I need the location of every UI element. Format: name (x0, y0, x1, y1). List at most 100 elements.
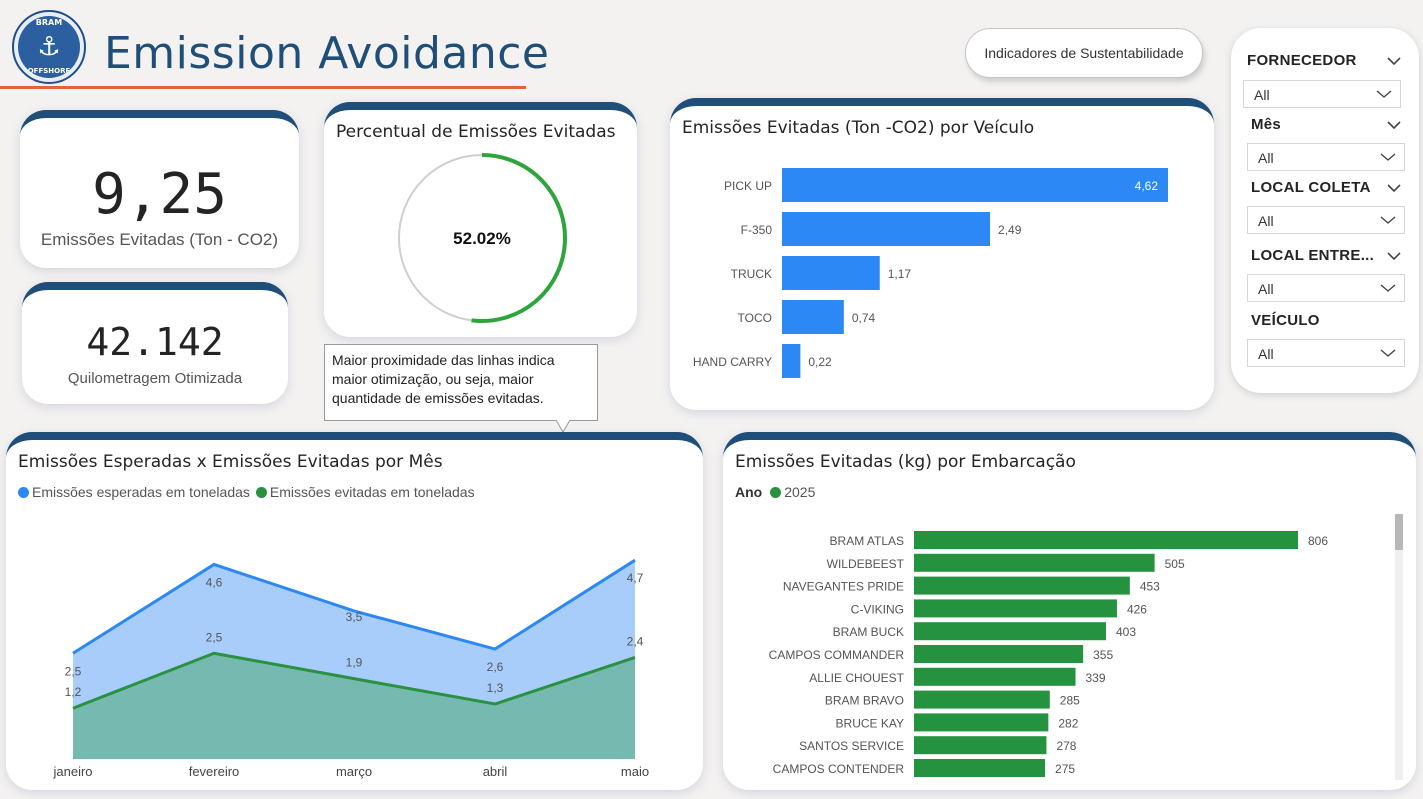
avoided-value-label: 2,4 (627, 634, 644, 648)
chevron-down-icon (1380, 216, 1396, 224)
vessel-bar-chart: BRAM ATLAS 806 WILDEBEEST 505 NAVEGANTES PRI… (769, 531, 1328, 777)
tooltip-box: Maior proximidade das linhas indica maio… (324, 344, 598, 421)
expected-value-label: 4,7 (627, 571, 644, 585)
vessel-category-label: C-VIKING (851, 602, 904, 616)
vessel-bar (914, 553, 1155, 572)
title-underline (0, 86, 526, 89)
slicer-value: All (1258, 281, 1274, 297)
slicer-dropdown[interactable]: All (1247, 274, 1405, 302)
slicer-dropdown[interactable]: All (1247, 206, 1405, 234)
kpi-km-card: 42.142 Quilometragem Otimizada (22, 282, 288, 404)
month-tick-label: janeiro (52, 764, 92, 779)
slicer-label: Mês (1251, 116, 1282, 133)
vessel-scrollbar[interactable] (1395, 514, 1403, 780)
legend-title-year: Ano (735, 484, 763, 500)
slicer-label: LOCAL COLETA (1251, 179, 1371, 196)
legend-avoided: Emissões evitadas em toneladas (269, 484, 475, 500)
vessel-bar-value: 505 (1165, 557, 1185, 571)
slicer-dropdown[interactable]: All (1247, 339, 1405, 367)
expected-value-label: 2,5 (65, 664, 82, 678)
vessel-category-label: NAVEGANTES PRIDE (783, 580, 904, 594)
vessel-bar (914, 690, 1050, 709)
chevron-down-icon[interactable] (1387, 120, 1401, 130)
page-title: Emission Avoidance (104, 28, 550, 79)
vehicle-category-label: HAND CARRY (693, 355, 772, 369)
slicer-dropdown[interactable]: All (1247, 143, 1405, 171)
chevron-down-icon[interactable] (1387, 56, 1401, 66)
vessel-bar (914, 531, 1298, 549)
monthly-chart-title: Emissões Esperadas x Emissões Evitadas p… (18, 452, 443, 472)
slicer-label: VEÍCULO (1251, 312, 1320, 329)
kpi-emissions-card: 9,25 Emissões Evitadas (Ton - CO2) (20, 110, 299, 268)
vehicle-category-label: F-350 (741, 223, 773, 237)
avoided-value-label: 1,9 (346, 656, 363, 670)
vehicle-bar (782, 168, 1168, 202)
vessel-category-label: BRAM ATLAS (830, 534, 904, 548)
gauge-value: 52.02% (453, 229, 511, 248)
avoided-area (73, 653, 635, 759)
legend-expected: Emissões esperadas em toneladas (32, 484, 250, 500)
vehicle-bar-value: 4,62 (1135, 179, 1159, 193)
slicer-label: FORNECEDOR (1247, 52, 1357, 69)
avoided-value-label: 2,5 (206, 630, 223, 644)
monthly-chart-card: Emissões Esperadas x Emissões Evitadas p… (6, 432, 703, 790)
vessel-chart-title: Emissões Evitadas (kg) por Embarcação (735, 452, 1076, 472)
vessel-chart-card: Emissões Evitadas (kg) por Embarcação An… (723, 432, 1416, 790)
chevron-down-icon (1380, 153, 1396, 161)
chevron-down-icon (1380, 284, 1396, 292)
month-tick-label: abril (483, 764, 508, 779)
legend-dot-expected (18, 486, 29, 498)
slicer-value: All (1258, 213, 1274, 229)
vessel-category-label: BRUCE KAY (836, 716, 904, 730)
vessel-bar (914, 599, 1117, 618)
vehicle-category-label: PICK UP (724, 179, 772, 193)
vessel-bar (914, 713, 1049, 732)
vehicle-bar (782, 256, 880, 290)
vessel-category-label: BRAM BRAVO (825, 694, 904, 708)
vehicle-bar (782, 212, 991, 246)
company-logo: BRAM ⚓ OFFSHORE (12, 10, 86, 84)
month-tick-label: março (336, 764, 372, 779)
vessel-category-label: WILDEBEEST (827, 557, 905, 571)
kpi-emissions-value: 9,25 (92, 162, 227, 227)
vessel-scrollbar-thumb[interactable] (1395, 514, 1403, 550)
vessel-legend: Ano 2025 (735, 484, 815, 500)
vessel-bar-value: 403 (1116, 625, 1136, 639)
vessel-bar-value: 453 (1140, 580, 1160, 594)
vessel-category-label: BRAM BUCK (833, 625, 904, 639)
expected-line (72, 558, 636, 655)
chevron-down-icon[interactable] (1387, 183, 1401, 193)
expected-value-label: 4,6 (206, 575, 223, 589)
vessel-bar-value: 355 (1093, 648, 1113, 662)
sustainability-nav-button[interactable]: Indicadores de Sustentabilidade (965, 28, 1203, 78)
vessel-category-label: ALLIE CHOUEST (809, 671, 904, 685)
vehicle-category-label: TRUCK (731, 267, 772, 281)
slicer-dropdown[interactable]: All (1243, 80, 1401, 108)
legend-item-2025: 2025 (784, 484, 816, 500)
kpi-emissions-label: Emissões Evitadas (Ton - CO2) (40, 230, 279, 249)
chevron-down-icon (1380, 349, 1396, 357)
slicer-label: LOCAL ENTRE... (1251, 247, 1375, 264)
legend-dot-2025 (770, 486, 782, 498)
kpi-km-value: 42.142 (86, 320, 224, 364)
slicer-value: All (1258, 150, 1274, 166)
vessel-bar (914, 736, 1047, 755)
avoided-value-label: 1,3 (487, 681, 504, 695)
vessel-bar-value: 278 (1056, 739, 1076, 753)
month-tick-label: fevereiro (189, 764, 240, 779)
chevron-down-icon[interactable] (1387, 251, 1401, 261)
vessel-bar-value: 275 (1055, 762, 1075, 776)
vehicle-bar-value: 0,74 (852, 311, 876, 325)
gauge-title: Percentual de Emissões Evitadas (336, 122, 616, 142)
vehicle-bar-value: 1,17 (888, 267, 912, 281)
vehicle-bar-value: 0,22 (808, 355, 832, 369)
gauge-arc (471, 153, 567, 323)
avoided-line (72, 651, 636, 710)
vehicle-bar (782, 300, 844, 334)
vessel-category-label: CAMPOS COMMANDER (769, 648, 905, 662)
vessel-bar-value: 285 (1060, 694, 1080, 708)
vehicle-chart-title: Emissões Evitadas (Ton -CO2) por Veículo (682, 118, 1035, 138)
vehicle-category-label: TOCO (738, 311, 772, 325)
slicer-value: All (1254, 87, 1270, 103)
vessel-category-label: SANTOS SERVICE (799, 739, 904, 753)
